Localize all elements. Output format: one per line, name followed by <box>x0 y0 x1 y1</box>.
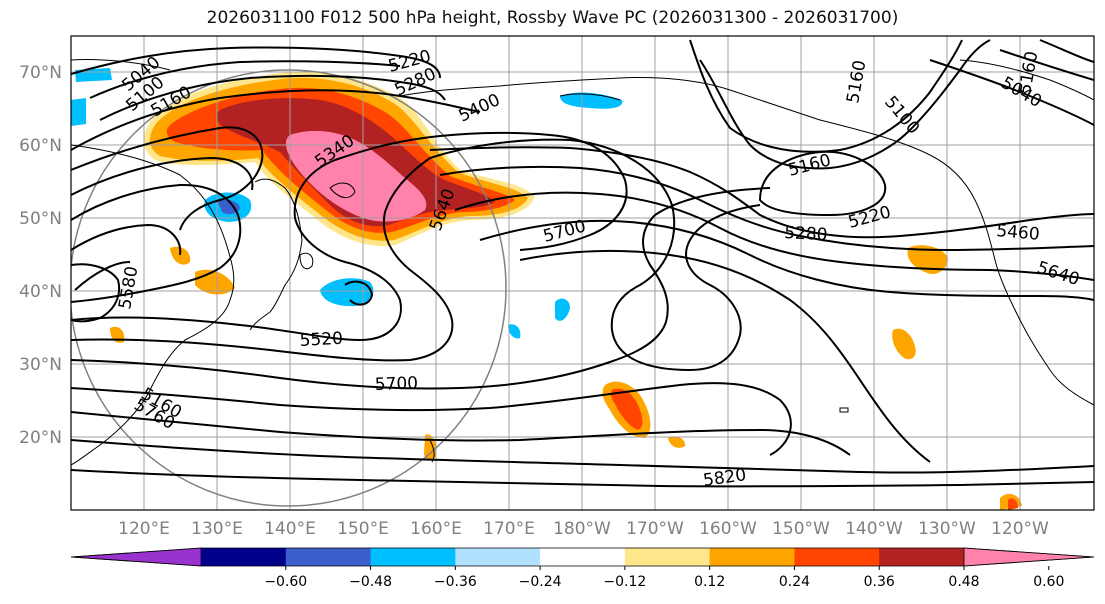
colorbar-outline <box>70 547 1095 567</box>
latitude-axis: 70°N 60°N 50°N 40°N 30°N 20°N <box>19 63 62 448</box>
longitude-axis: 120°E 130°E 140°E 150°E 160°E 170°E 180°… <box>118 519 1049 539</box>
colorbar-tick-label: 0.60 <box>1033 574 1064 590</box>
lat-label: 70°N <box>19 63 62 83</box>
contour-label: 5280 <box>784 223 828 245</box>
contour-label: 5520 <box>299 329 343 351</box>
colorbar-tick-label: −0.36 <box>434 574 477 590</box>
colorbar-tick-label: −0.48 <box>349 574 392 590</box>
lon-label: 160°W <box>699 519 757 539</box>
colorbar-segment <box>285 548 372 566</box>
lon-label: 120°W <box>991 519 1049 539</box>
lon-label: 120°E <box>118 519 170 539</box>
colorbar-extend-high <box>963 547 1095 567</box>
contour-label: 5700 <box>374 373 418 394</box>
colorbar-tick-label: 0.36 <box>864 574 895 590</box>
lat-label: 50°N <box>19 209 62 229</box>
lon-label: 160°E <box>410 519 462 539</box>
colorbar-tick-label: −0.12 <box>603 574 646 590</box>
lon-label: 150°W <box>772 519 830 539</box>
lon-label: 140°E <box>264 519 316 539</box>
lon-label: 170°E <box>483 519 535 539</box>
great-circle-outline <box>71 69 507 507</box>
graticule <box>71 36 1094 510</box>
lon-label: 180°W <box>553 519 611 539</box>
colorbar-extend-low <box>70 547 202 567</box>
lon-label: 150°E <box>337 519 389 539</box>
colorbar-segment <box>879 548 965 566</box>
colorbar-segment <box>624 548 711 566</box>
colorbar-segment <box>370 548 456 566</box>
colorbar-segment <box>540 548 626 566</box>
lon-label: 170°W <box>626 519 684 539</box>
colorbar-segment <box>794 548 880 566</box>
lat-label: 40°N <box>19 282 62 302</box>
lat-label: 30°N <box>19 355 62 375</box>
lat-label: 20°N <box>19 428 62 448</box>
lat-label: 60°N <box>19 136 62 156</box>
colorbar-tick-label: 0.12 <box>694 574 725 590</box>
height-contours <box>71 39 1094 488</box>
map-title: 2026031100 F012 500 hPa height, Rossby W… <box>206 8 899 28</box>
map-frame <box>70 35 1095 511</box>
colorbar-tick-label: −0.60 <box>264 574 307 590</box>
colorbar-segment <box>709 548 795 566</box>
lon-label: 130°E <box>191 519 243 539</box>
colorbar-segment <box>455 548 541 566</box>
colorbar-tick-label: −0.24 <box>519 574 562 590</box>
contour-label: 5460 <box>996 221 1041 245</box>
colorbar-tick-label: 0.48 <box>948 574 979 590</box>
colorbar-tick-label: 0.24 <box>779 574 810 590</box>
colorbar: −0.60 −0.48 −0.36 −0.24 −0.12 0.12 0.24 0.36 0.4… <box>70 547 1095 590</box>
lon-label: 130°W <box>918 519 976 539</box>
colorbar-segment <box>201 548 287 566</box>
lon-label: 140°W <box>845 519 903 539</box>
